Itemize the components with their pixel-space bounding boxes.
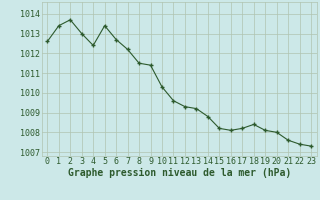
X-axis label: Graphe pression niveau de la mer (hPa): Graphe pression niveau de la mer (hPa) xyxy=(68,168,291,178)
